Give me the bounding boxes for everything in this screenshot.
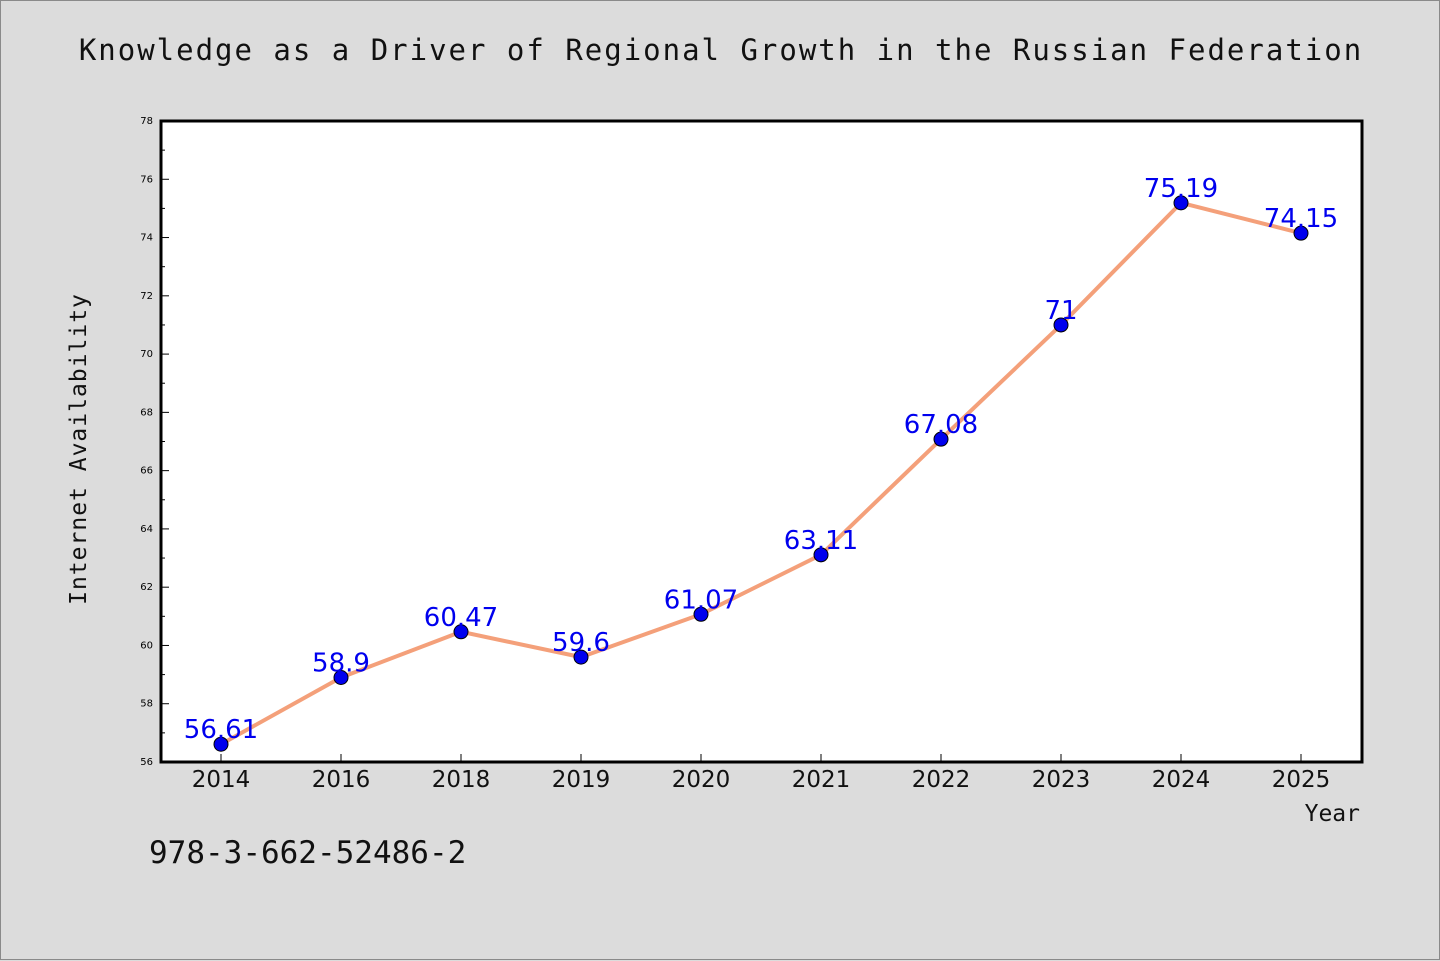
data-label: 75.19 — [1144, 174, 1218, 204]
y-axis-label: Internet Availability — [66, 293, 92, 605]
data-label: 58.9 — [312, 649, 370, 679]
y-tick-label: 78 — [140, 116, 153, 127]
x-tick-label: 2019 — [552, 767, 611, 793]
y-tick-label: 68 — [140, 407, 153, 418]
data-label: 67.08 — [904, 410, 978, 440]
x-tick-label: 2016 — [312, 767, 371, 793]
y-tick-label: 58 — [140, 699, 153, 710]
data-point — [213, 736, 229, 752]
y-tick-label: 62 — [140, 582, 153, 593]
x-tick-label: 2020 — [672, 767, 731, 793]
x-tick-label: 2021 — [792, 767, 851, 793]
x-axis: 2014 2016 2018 2019 2020 2021 2022 2023 2024 2025 — [192, 754, 1331, 793]
data-point — [573, 649, 589, 665]
data-point — [933, 431, 949, 447]
data-label: 59.6 — [552, 628, 610, 658]
y-tick-label: 76 — [140, 174, 153, 185]
chart-title: Knowledge as a Driver of Regional Growth… — [78, 33, 1364, 67]
y-tick-label: 60 — [140, 640, 153, 651]
data-point — [1293, 225, 1309, 241]
data-point — [813, 547, 829, 563]
data-point — [333, 670, 349, 686]
y-tick-label: 74 — [140, 233, 153, 244]
x-tick-label: 2022 — [912, 767, 971, 793]
data-point — [693, 606, 709, 622]
data-label: 61.07 — [664, 585, 738, 615]
y-tick-label: 70 — [140, 349, 153, 360]
x-axis-label: Year — [1305, 801, 1360, 827]
data-labels: 56.61 58.9 60.47 59.6 61.07 63.11 67.08 71 75.19… — [184, 174, 1338, 745]
data-point — [453, 624, 469, 640]
data-point — [1053, 317, 1069, 333]
series-line — [220, 200, 1302, 746]
x-tick-label: 2024 — [1152, 767, 1211, 793]
x-tick-label: 2014 — [192, 767, 251, 793]
data-label: 56.61 — [184, 715, 258, 745]
y-tick-label: 66 — [140, 466, 153, 477]
y-tick-label: 72 — [140, 291, 153, 302]
plot-area — [159, 119, 1364, 764]
y-tick-label: 64 — [140, 524, 153, 535]
x-tick-label: 2025 — [1272, 767, 1331, 793]
data-point — [1173, 195, 1189, 211]
data-label: 60.47 — [424, 603, 498, 633]
data-label: 71 — [1044, 296, 1077, 326]
y-tick-label: 56 — [140, 757, 153, 768]
data-label: 74.15 — [1264, 204, 1338, 234]
series-markers — [213, 195, 1309, 752]
x-tick-label: 2018 — [432, 767, 491, 793]
x-tick-label: 2023 — [1032, 767, 1091, 793]
data-label: 63.11 — [784, 526, 858, 556]
y-axis: 56 58 60 62 64 66 68 70 72 74 76 78 — [140, 116, 169, 768]
isbn-text: 978-3-662-52486-2 — [149, 835, 467, 871]
